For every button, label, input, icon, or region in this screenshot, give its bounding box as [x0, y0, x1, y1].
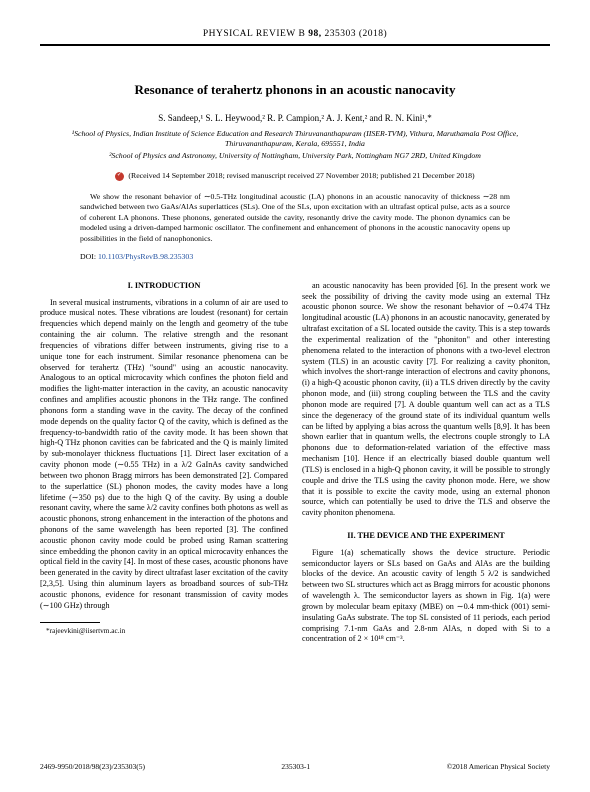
two-column-body: I. INTRODUCTION In several musical instr… — [40, 281, 550, 646]
dates-text: (Received 14 September 2018; revised man… — [128, 171, 474, 182]
footnote-separator — [40, 622, 100, 623]
section-2-title: II. THE DEVICE AND THE EXPERIMENT — [302, 531, 550, 542]
affiliation-2: ²School of Physics and Astronomy, Univer… — [40, 151, 550, 161]
journal-volume: 98, — [308, 29, 321, 39]
abstract: We show the resonant behavior of ∼0.5-TH… — [80, 192, 510, 245]
doi-line: DOI: 10.1103/PhysRevB.98.235303 — [80, 252, 510, 263]
journal-artnum: 235303 (2018) — [324, 29, 387, 39]
dates-line: (Received 14 September 2018; revised man… — [115, 171, 474, 182]
left-column: I. INTRODUCTION In several musical instr… — [40, 281, 288, 646]
doi-label: DOI: — [80, 252, 96, 261]
authors-line: S. Sandeep,¹ S. L. Heywood,² R. P. Campi… — [40, 112, 550, 124]
crossmark-icon[interactable] — [115, 172, 124, 181]
doi-link[interactable]: 10.1103/PhysRevB.98.235303 — [98, 252, 193, 261]
section-1-title: I. INTRODUCTION — [40, 281, 288, 292]
footer-left: 2469-9950/2018/98(23)/235303(5) — [40, 762, 145, 772]
journal-header: PHYSICAL REVIEW B 98, 235303 (2018) — [40, 28, 550, 41]
body-paragraph: an acoustic nanocavity has been provided… — [302, 281, 550, 519]
body-paragraph: Figure 1(a) schematically shows the devi… — [302, 548, 550, 645]
corresponding-footnote: *rajeevkini@iisertvm.ac.in — [40, 626, 288, 636]
affiliation-1: ¹School of Physics, Indian Institute of … — [40, 129, 550, 149]
body-paragraph: In several musical instruments, vibratio… — [40, 298, 288, 612]
paper-title: Resonance of terahertz phonons in an aco… — [40, 81, 550, 99]
page-footer: 2469-9950/2018/98(23)/235303(5) 235303-1… — [40, 762, 550, 772]
right-column: an acoustic nanocavity has been provided… — [302, 281, 550, 646]
journal-name: PHYSICAL REVIEW B — [203, 29, 305, 39]
footer-page-number: 235303-1 — [281, 762, 310, 772]
footer-copyright: ©2018 American Physical Society — [447, 762, 550, 772]
header-rule — [40, 45, 550, 46]
